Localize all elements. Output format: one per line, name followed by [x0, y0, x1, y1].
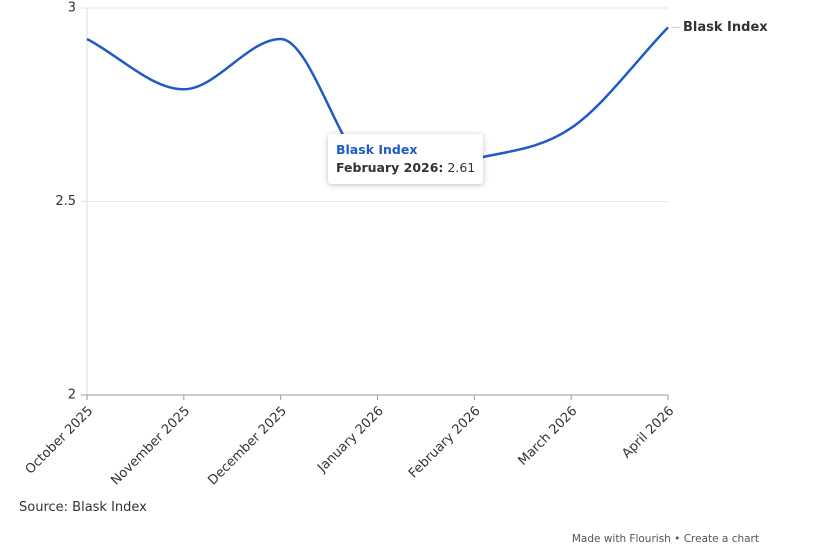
tooltip-value: 2.61	[447, 160, 476, 175]
series-label: Blask Index	[683, 20, 768, 35]
y-tick-label: 2	[68, 388, 76, 403]
x-tick-label: February 2026	[406, 404, 484, 482]
source: Source: Blask Index	[19, 500, 147, 515]
x-tick-label: March 2026	[516, 404, 581, 469]
x-tick-label: April 2026	[619, 404, 677, 462]
x-tick-label: October 2025	[23, 404, 97, 478]
y-tick-label: 3	[68, 1, 76, 16]
x-tick-label: December 2025	[205, 404, 290, 489]
y-tick-label: 2.5	[55, 194, 76, 209]
tooltip: Blask Index February 2026: 2.61	[328, 134, 484, 184]
tooltip-label: February 2026:	[336, 160, 444, 175]
x-tick-label: November 2025	[108, 404, 193, 489]
x-tick-label: January 2026	[314, 404, 386, 476]
footer[interactable]: Made with Flourish • Create a chart	[571, 533, 759, 545]
tooltip-title: Blask Index	[336, 142, 418, 157]
